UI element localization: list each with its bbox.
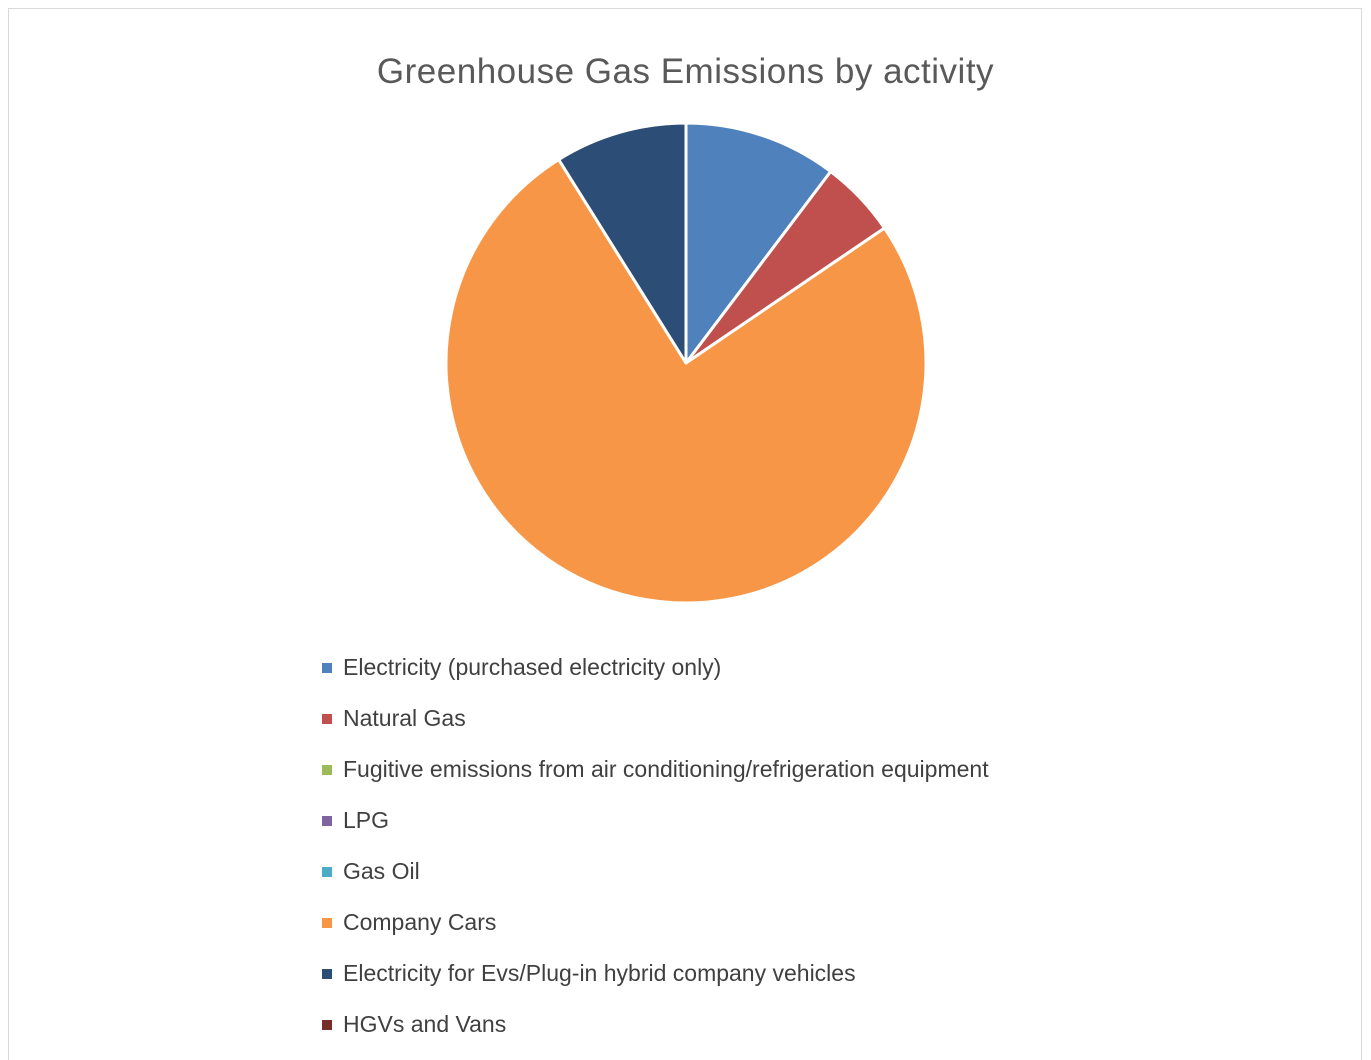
legend-swatch [322, 713, 332, 724]
legend-label: Fugitive emissions from air conditioning… [343, 756, 989, 782]
legend-item: Electricity (purchased electricity only) [322, 642, 989, 693]
legend-item: Natural Gas [322, 693, 989, 744]
legend-label: Electricity (purchased electricity only) [343, 654, 722, 680]
pie-slice-5 [444, 158, 928, 605]
legend-label: LPG [343, 807, 390, 833]
legend-label: Company Cars [343, 909, 497, 935]
legend-label: HGVs and Vans [343, 1011, 507, 1037]
legend-label: Natural Gas [343, 705, 466, 731]
legend-swatch [322, 815, 332, 826]
legend-item: Electricity for Evs/Plug-in hybrid compa… [322, 948, 989, 999]
legend-swatch [322, 662, 332, 673]
legend-label: Electricity for Evs/Plug-in hybrid compa… [343, 960, 856, 986]
chart-legend: Electricity (purchased electricity only)… [322, 642, 989, 1050]
chart-title: Greenhouse Gas Emissions by activity [376, 52, 995, 91]
pie-slice-0 [684, 121, 833, 365]
legend-item: Fugitive emissions from air conditioning… [322, 744, 989, 795]
legend-label: Gas Oil [343, 858, 420, 884]
legend-swatch [322, 1019, 332, 1030]
legend-item: HGVs and Vans [322, 999, 989, 1050]
pie-slice-6 [557, 121, 688, 365]
legend-item: Company Cars [322, 897, 989, 948]
legend-swatch [322, 866, 332, 877]
legend-item: LPG [322, 795, 989, 846]
legend-swatch [322, 764, 332, 775]
legend-item: Gas Oil [322, 846, 989, 897]
legend-swatch [322, 917, 332, 928]
legend-swatch [322, 968, 332, 979]
